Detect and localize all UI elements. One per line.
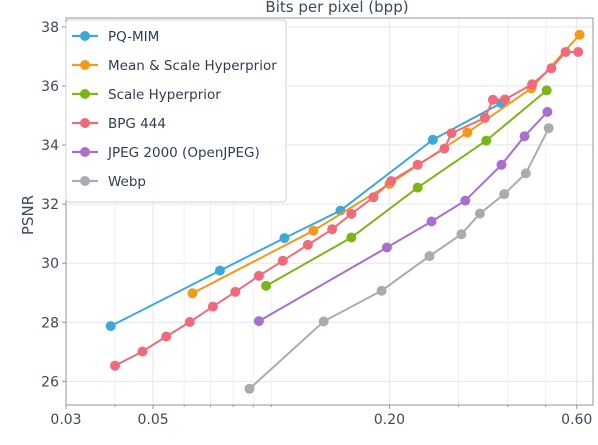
legend-label: JPEG 2000 (OpenJPEG) [107, 145, 260, 161]
legend-item-webp: Webp [72, 174, 146, 190]
data-point-bpg-444 [560, 47, 571, 57]
y-tick-label: 28 [41, 315, 59, 331]
data-point-bpg-444 [184, 317, 195, 327]
data-point-pq-mim [214, 265, 225, 276]
data-point-bpg-444 [207, 301, 218, 312]
legend-label: Webp [108, 174, 146, 190]
data-point-bpg-444 [573, 47, 584, 57]
data-point-jpeg-2000-openjpeg [496, 159, 507, 170]
legend-box [65, 19, 287, 203]
y-tick-label: 32 [41, 197, 59, 213]
series-line-jpeg-2000-openjpeg [258, 111, 549, 322]
data-point-webp [499, 189, 510, 200]
data-point-pq-mim [279, 233, 290, 244]
series-pq-mim [105, 98, 507, 332]
legend-label: Mean & Scale Hyperprior [108, 58, 277, 74]
data-point-bpg-444 [110, 360, 120, 371]
x-axis-title: Bits per pixel (bpp) [265, 0, 408, 16]
data-point-bpg-444 [137, 346, 148, 357]
series-webp [244, 123, 554, 394]
data-point-bpg-444 [546, 63, 557, 74]
data-point-mean-scale-hyperprior [187, 288, 198, 299]
series-layer [105, 29, 585, 394]
data-point-mean-scale-hyperprior [462, 127, 473, 138]
legend-swatch-marker [80, 31, 90, 41]
y-tick-label: 30 [41, 256, 59, 272]
x-tick-label: 0.05 [138, 412, 169, 428]
y-tick-label: 34 [41, 138, 59, 154]
data-point-bpg-444 [302, 239, 313, 250]
data-point-jpeg-2000-openjpeg [426, 216, 437, 227]
data-point-webp [376, 285, 387, 296]
y-axis-title: PSNR [19, 195, 37, 235]
data-point-webp [244, 383, 255, 394]
legend-item-mean-scale-hyperprior: Mean & Scale Hyperprior [72, 58, 277, 74]
y-tick-label: 26 [41, 374, 59, 390]
data-point-webp [543, 123, 554, 134]
data-point-webp [474, 208, 485, 219]
data-point-pq-mim [105, 321, 116, 332]
data-point-bpg-444 [439, 143, 450, 154]
y-axis-ticks: 26 28 30 32 34 36 38 [41, 20, 66, 390]
series-bpg-444 [110, 47, 584, 371]
data-point-jpeg-2000-openjpeg [542, 106, 553, 117]
legend-item-pq-mim: PQ-MIM [72, 29, 159, 45]
data-point-jpeg-2000-openjpeg [253, 316, 264, 327]
data-point-bpg-444 [479, 112, 490, 123]
data-point-bpg-444 [500, 94, 510, 105]
data-point-scale-hyperprior [412, 182, 423, 193]
data-point-bpg-444 [253, 270, 264, 281]
plot-frame [65, 17, 594, 406]
legend-swatch-marker [80, 147, 90, 157]
legend-swatch-marker [80, 118, 90, 128]
x-axis-ticks: 0.03 0.05 0.20 0.60 [50, 405, 592, 428]
data-point-bpg-444 [368, 192, 379, 203]
data-point-scale-hyperprior [261, 280, 272, 291]
legend-label: BPG 444 [108, 116, 166, 132]
legend-swatch-marker [80, 60, 90, 70]
series-jpeg-2000-openjpeg [253, 106, 553, 327]
data-point-scale-hyperprior [481, 135, 492, 146]
data-point-bpg-444 [161, 331, 172, 342]
x-tick-label: 0.03 [50, 412, 81, 428]
legend-item-bpg-444: BPG 444 [72, 116, 166, 132]
data-point-bpg-444 [446, 128, 457, 139]
y-tick-label: 36 [41, 79, 59, 95]
data-point-bpg-444 [327, 224, 338, 235]
data-point-bpg-444 [277, 255, 288, 266]
data-point-mean-scale-hyperprior [308, 225, 319, 236]
data-point-scale-hyperprior [346, 232, 357, 243]
legend: PQ-MIM Mean & Scale Hyperprior Scale Hyper… [65, 19, 287, 203]
legend-label: Scale Hyperprior [108, 87, 221, 103]
legend-item-jpeg-2000-openjpeg: JPEG 2000 (OpenJPEG) [72, 145, 260, 161]
data-point-webp [424, 251, 435, 262]
data-point-jpeg-2000-openjpeg [519, 131, 530, 142]
x-tick-label: 0.20 [374, 412, 405, 428]
data-point-jpeg-2000-openjpeg [381, 242, 392, 253]
data-point-bpg-444 [386, 176, 397, 187]
data-point-webp [520, 168, 531, 179]
data-point-webp [456, 229, 467, 240]
data-point-bpg-444 [230, 286, 241, 297]
legend-item-scale-hyperprior: Scale Hyperprior [72, 87, 221, 103]
legend-label: PQ-MIM [108, 29, 159, 45]
series-scale-hyperprior [261, 85, 552, 291]
y-tick-label: 38 [41, 20, 59, 36]
data-point-bpg-444 [527, 79, 538, 90]
data-point-mean-scale-hyperprior [574, 29, 585, 40]
data-point-pq-mim [427, 134, 438, 145]
series-line-scale-hyperprior [265, 89, 548, 287]
data-point-webp [318, 316, 329, 327]
series-line-pq-mim [110, 102, 502, 327]
data-point-bpg-444 [412, 159, 423, 170]
legend-swatch-marker [80, 89, 90, 99]
data-point-jpeg-2000-openjpeg [460, 195, 471, 206]
legend-swatch-marker [80, 176, 90, 186]
x-tick-label: 0.60 [561, 412, 592, 428]
data-point-bpg-444 [487, 94, 498, 105]
data-point-bpg-444 [346, 208, 357, 219]
data-point-scale-hyperprior [541, 85, 552, 96]
